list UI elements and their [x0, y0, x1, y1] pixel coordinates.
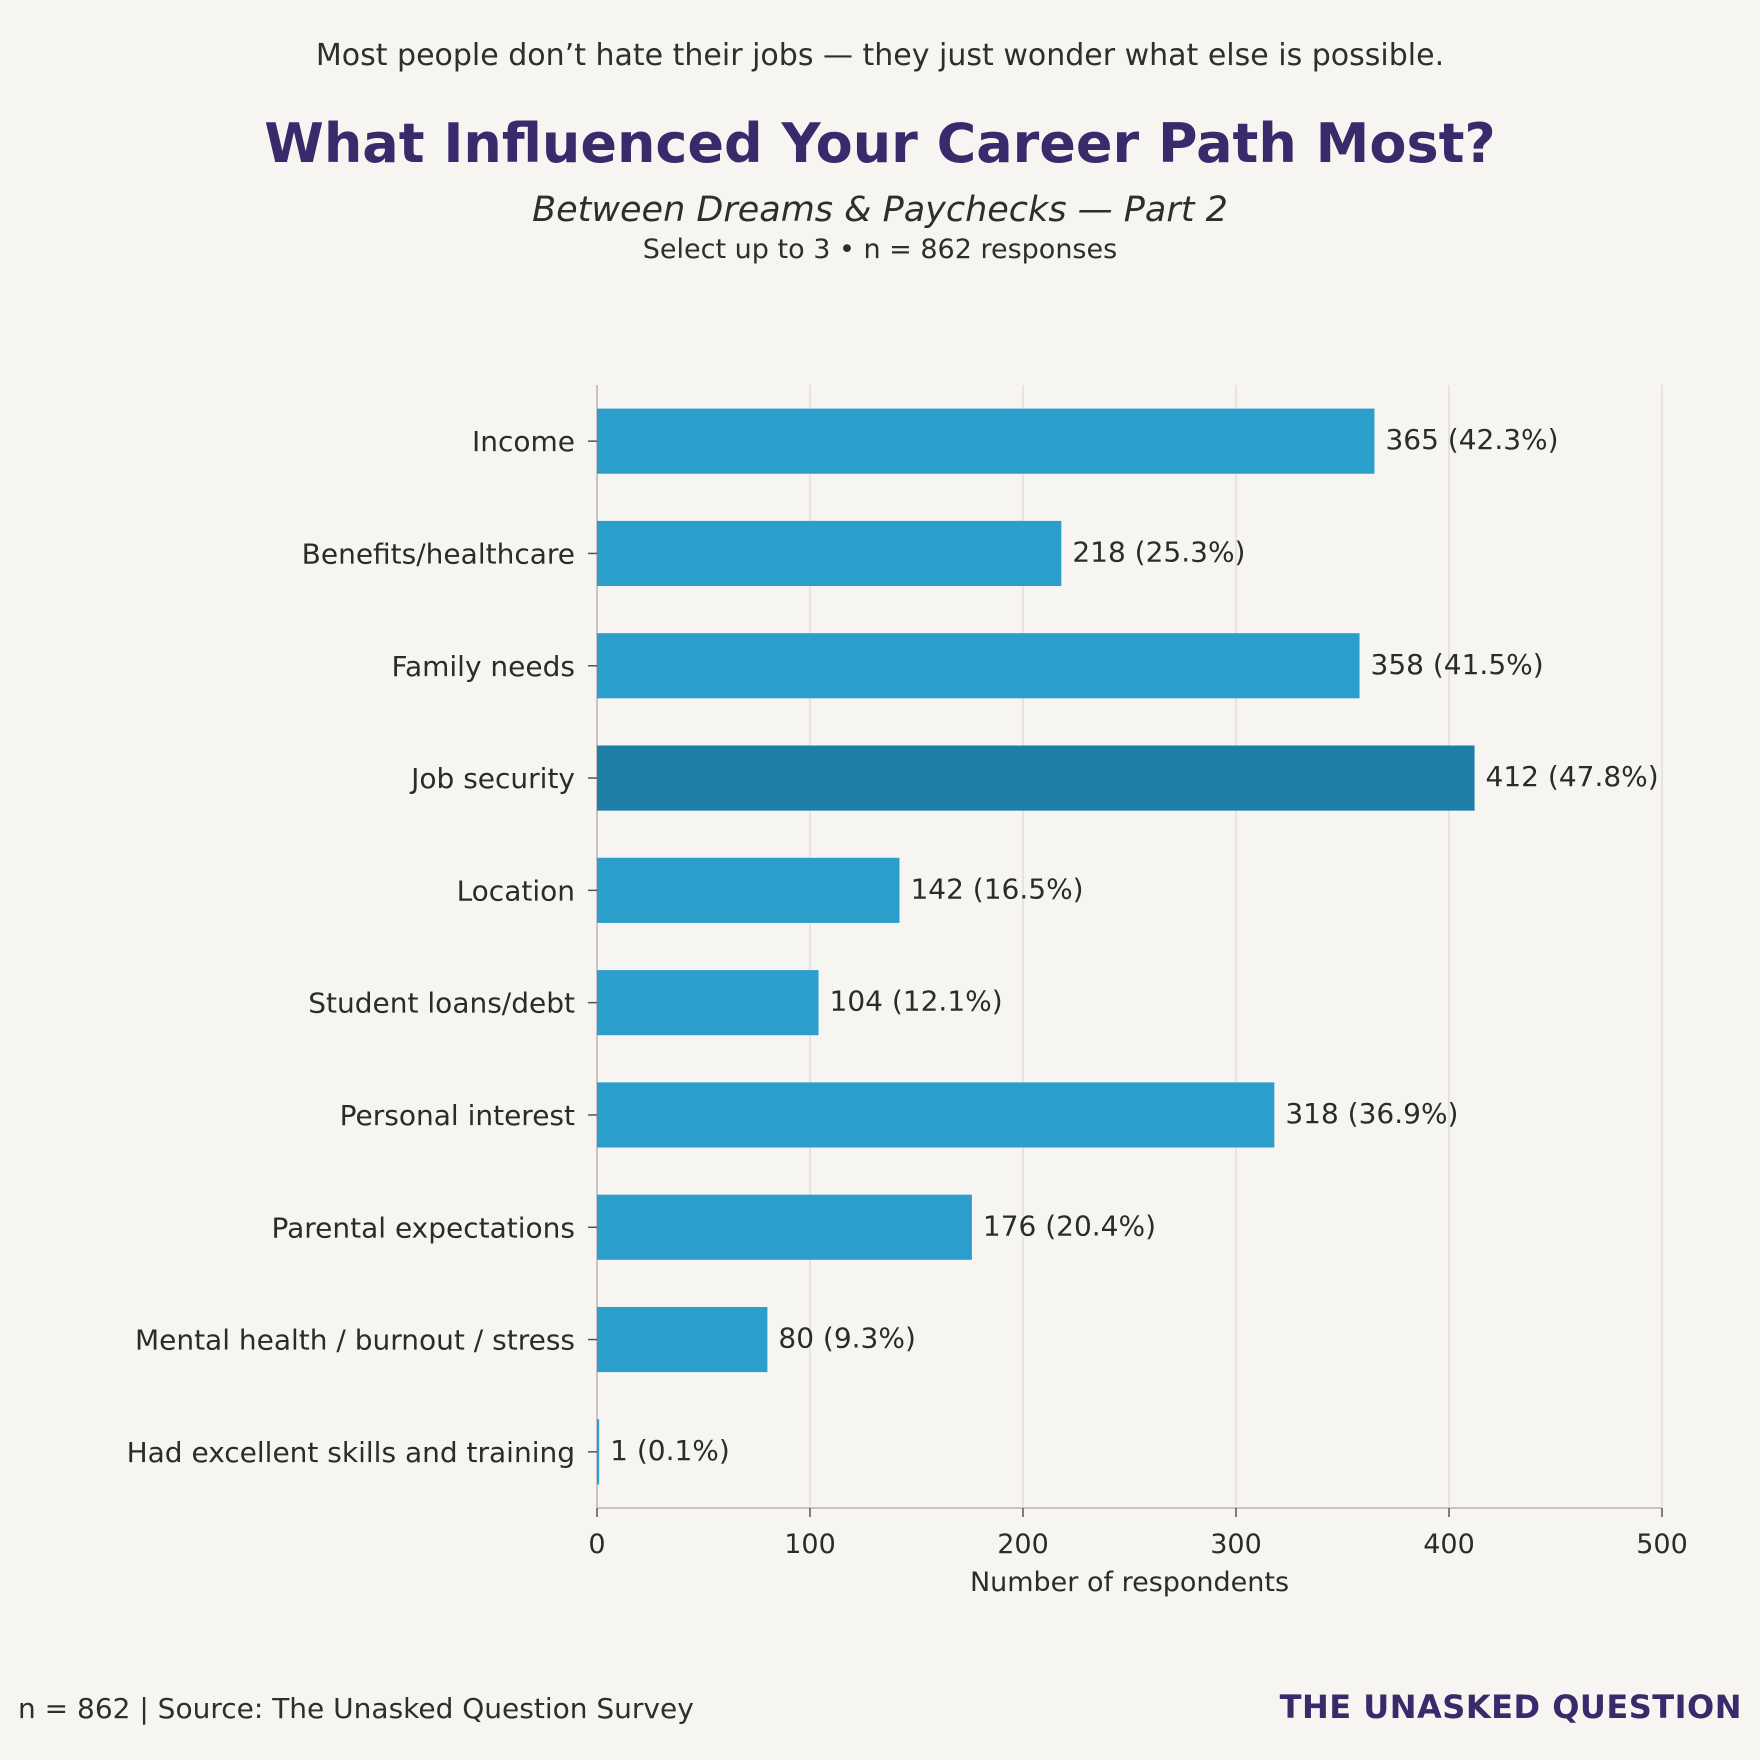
bar [597, 1306, 768, 1373]
data-label: 318 (36.9%) [1285, 1097, 1458, 1130]
bar [597, 745, 1475, 811]
x-tick-label: 0 [588, 1529, 605, 1560]
category-label: Personal interest [340, 1099, 575, 1132]
footer-source: n = 862 | Source: The Unasked Question S… [18, 1692, 694, 1725]
bar [597, 520, 1062, 587]
data-label: 176 (20.4%) [983, 1209, 1156, 1242]
chart-title: What Influenced Your Career Path Most? [264, 112, 1496, 175]
data-label: 1 (0.1%) [610, 1434, 730, 1467]
data-label: 218 (25.3%) [1072, 535, 1245, 568]
category-label: Parental expectations [271, 1211, 575, 1244]
category-label: Income [472, 425, 575, 458]
x-tick-label: 500 [1636, 1529, 1688, 1560]
bar [597, 1419, 600, 1485]
data-label: 80 (9.3%) [778, 1322, 916, 1355]
chart-subtitle: Between Dreams & Paychecks — Part 2 [532, 190, 1228, 230]
chart-note: Select up to 3 • n = 862 responses [642, 234, 1118, 265]
category-label: Job security [409, 762, 575, 795]
bar [597, 408, 1375, 474]
bar [597, 1082, 1275, 1148]
tagline: Most people don’t hate their jobs — they… [315, 38, 1445, 73]
category-label: Location [457, 874, 575, 907]
category-label: Mental health / burnout / stress [135, 1324, 575, 1357]
bar [597, 970, 819, 1036]
x-tick-label: 200 [997, 1529, 1049, 1560]
data-label: 358 (41.5%) [1371, 648, 1544, 681]
category-label: Student loans/debt [308, 987, 575, 1020]
data-label: 412 (47.8%) [1486, 760, 1659, 793]
data-label: 365 (42.3%) [1385, 423, 1558, 456]
brand-logo: THE UNASKED QUESTION [1279, 1688, 1742, 1726]
x-tick-label: 400 [1423, 1529, 1475, 1560]
bar [597, 1194, 972, 1260]
category-label: Benefits/healthcare [302, 537, 575, 570]
bar [597, 857, 900, 923]
x-tick-label: 300 [1210, 1529, 1262, 1560]
bar [597, 633, 1360, 699]
data-label: 142 (16.5%) [910, 872, 1083, 905]
category-label: Had excellent skills and training [127, 1436, 575, 1469]
x-axis-label: Number of respondents [970, 1567, 1289, 1598]
data-label: 104 (12.1%) [830, 985, 1003, 1018]
category-label: Family needs [391, 650, 575, 683]
x-tick-label: 100 [784, 1529, 836, 1560]
